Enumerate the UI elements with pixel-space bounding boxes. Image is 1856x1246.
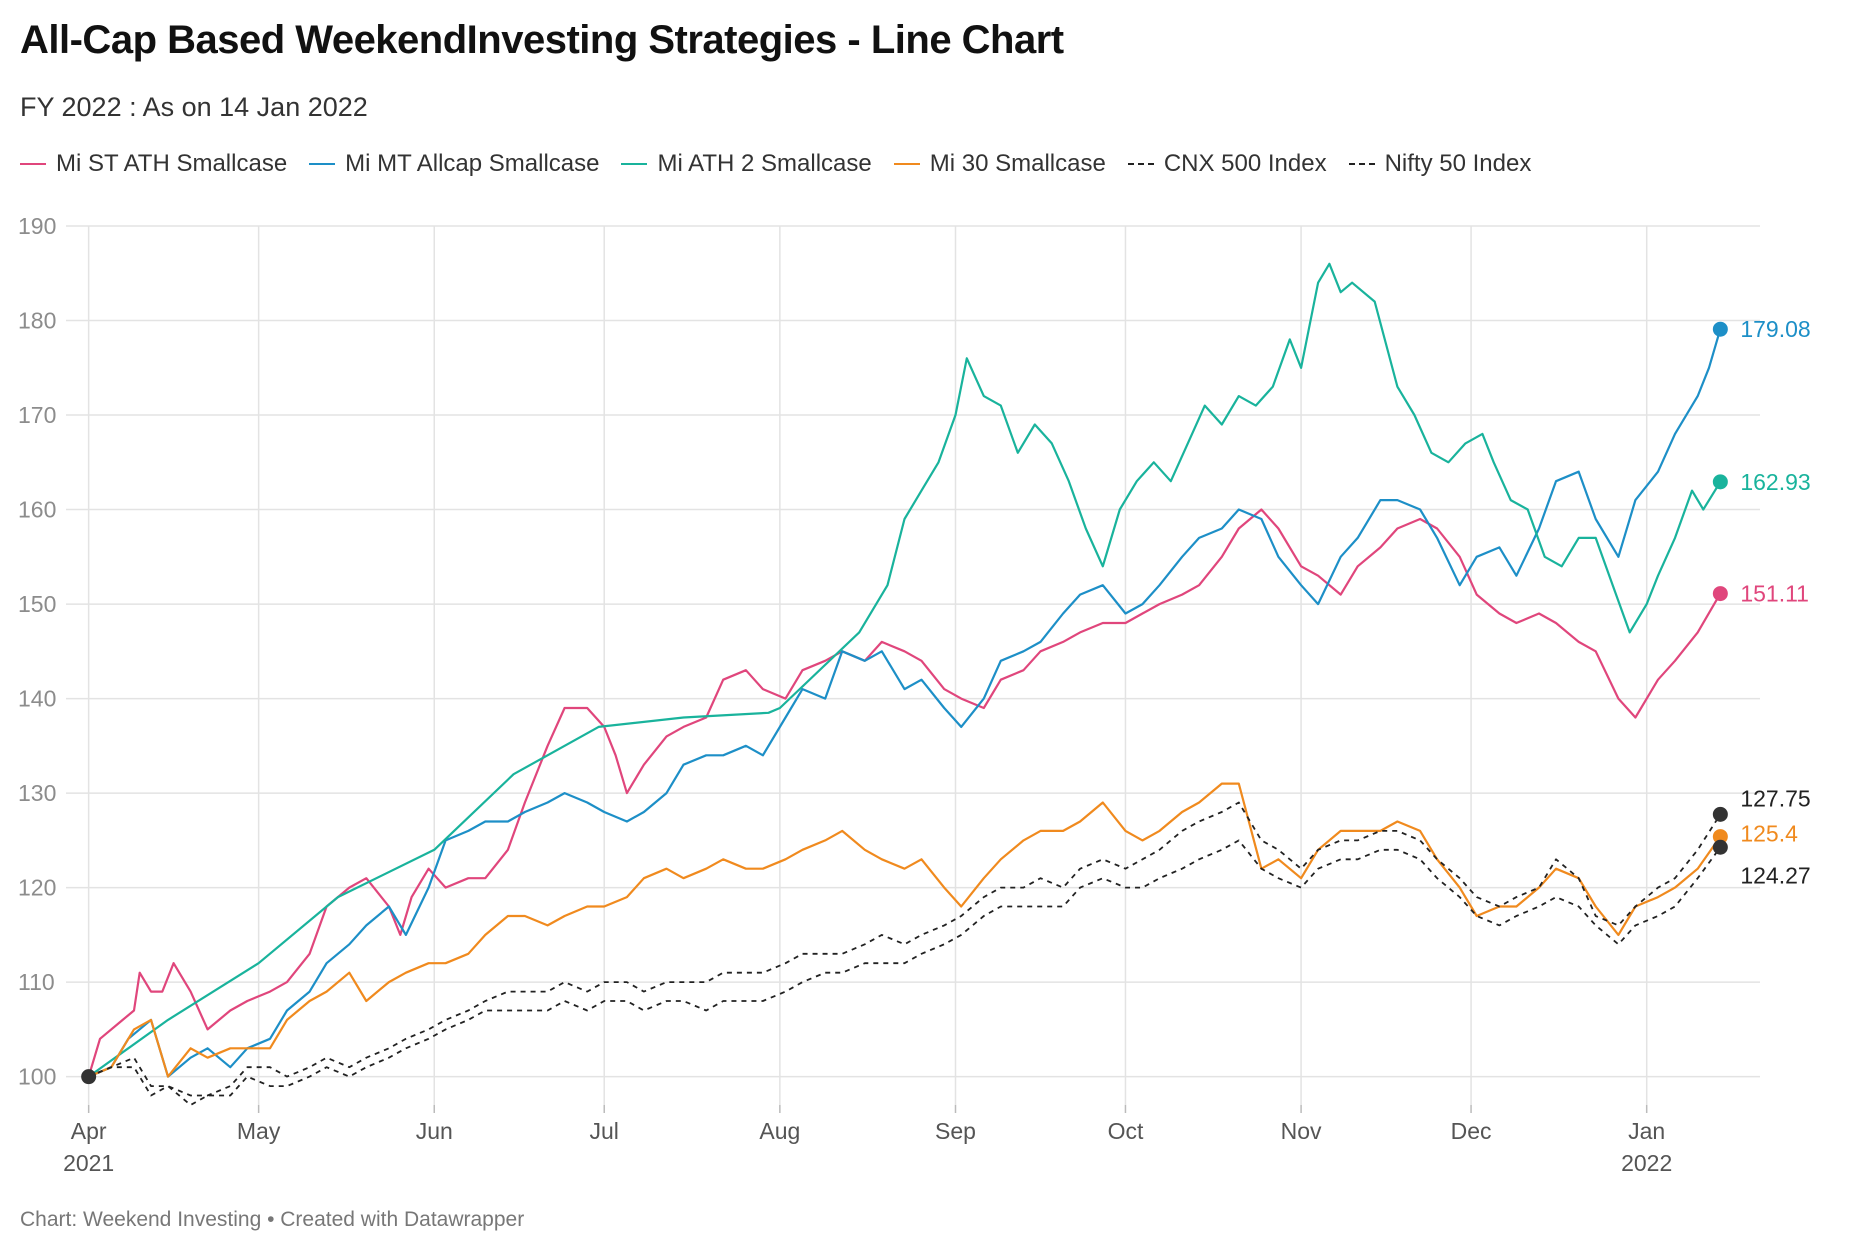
end-point-dot-3 — [1712, 829, 1728, 845]
legend-label: Mi ATH 2 Smallcase — [657, 150, 872, 177]
legend-label: Mi 30 Smallcase — [929, 150, 1106, 177]
series-line-5 — [88, 839, 1722, 1106]
end-value-label-4: 127.75 — [1740, 785, 1810, 811]
chart-credit: Chart: Weekend Investing • Created with … — [20, 1208, 525, 1231]
legend-swatch-mi-st-ath — [20, 163, 46, 165]
end-point-dot-5 — [1712, 839, 1728, 855]
x-tick-label: Apr — [71, 1118, 107, 1144]
legend-swatch-nifty-50 — [1348, 163, 1375, 165]
legend-item-mi-mt-allcap: Mi MT Allcap Smallcase — [309, 150, 599, 178]
x-tick-label: Sep — [935, 1118, 976, 1144]
series-line-3 — [88, 782, 1722, 1078]
x-tick-label: May — [237, 1118, 281, 1144]
end-point-dot-0 — [1712, 586, 1728, 602]
end-point-dot-4 — [1712, 806, 1728, 822]
y-tick-label: 150 — [18, 591, 56, 617]
x-tick-year-label: 2021 — [63, 1150, 114, 1176]
legend-item-mi-30: Mi 30 Smallcase — [893, 150, 1106, 178]
chart-subtitle: FY 2022 : As on 14 Jan 2022 — [20, 92, 368, 122]
legend-label: Mi MT Allcap Smallcase — [345, 150, 600, 177]
y-tick-label: 140 — [18, 686, 56, 712]
y-tick-label: 180 — [18, 308, 56, 334]
y-tick-label: 110 — [18, 969, 55, 995]
x-tick-label: Aug — [759, 1118, 800, 1144]
legend-item-mi-st-ath: Mi ST ATH Smallcase — [20, 150, 287, 178]
x-tick-label: Jun — [416, 1118, 453, 1144]
end-value-label-2: 162.93 — [1740, 469, 1810, 495]
y-tick-label: 170 — [18, 402, 56, 428]
end-value-label-3: 125.4 — [1740, 821, 1798, 847]
start-point-dot — [81, 1069, 97, 1085]
legend-swatch-mi-ath-2 — [621, 163, 648, 165]
legend-item-mi-ath-2: Mi ATH 2 Smallcase — [621, 150, 872, 178]
chart-legend: Mi ST ATH Smallcase Mi MT Allcap Smallca… — [20, 150, 1553, 178]
x-tick-label: Dec — [1451, 1118, 1492, 1144]
y-tick-label: 130 — [18, 780, 56, 806]
x-tick-label: Oct — [1108, 1118, 1144, 1144]
end-value-label-0: 151.11 — [1740, 581, 1809, 607]
series-line-4 — [88, 801, 1722, 1097]
legend-swatch-mi-mt-allcap — [309, 163, 336, 165]
legend-item-nifty-50: Nifty 50 Index — [1348, 150, 1532, 178]
legend-item-cnx-500: CNX 500 Index — [1127, 150, 1327, 178]
end-value-label-1: 179.08 — [1740, 316, 1810, 342]
legend-label: Nifty 50 Index — [1384, 150, 1532, 177]
series-line-2 — [88, 262, 1722, 1078]
series-line-1 — [88, 328, 1722, 1078]
legend-label: CNX 500 Index — [1163, 150, 1327, 177]
chart-title: All-Cap Based WeekendInvesting Strategie… — [20, 18, 1064, 62]
end-point-dot-1 — [1712, 321, 1728, 337]
end-value-label-5: 124.27 — [1740, 862, 1810, 888]
legend-swatch-mi-30 — [893, 163, 920, 165]
x-tick-label: Nov — [1281, 1118, 1322, 1144]
y-tick-label: 190 — [18, 213, 56, 239]
x-tick-label: Jul — [590, 1118, 619, 1144]
y-tick-label: 160 — [18, 497, 56, 523]
y-tick-label: 120 — [18, 875, 56, 901]
legend-label: Mi ST ATH Smallcase — [56, 150, 288, 177]
y-tick-label: 100 — [18, 1064, 56, 1090]
x-tick-year-label: 2022 — [1621, 1150, 1672, 1176]
end-point-dot-2 — [1712, 474, 1728, 490]
legend-swatch-cnx-500 — [1127, 163, 1154, 165]
x-tick-label: Jan — [1628, 1118, 1665, 1144]
